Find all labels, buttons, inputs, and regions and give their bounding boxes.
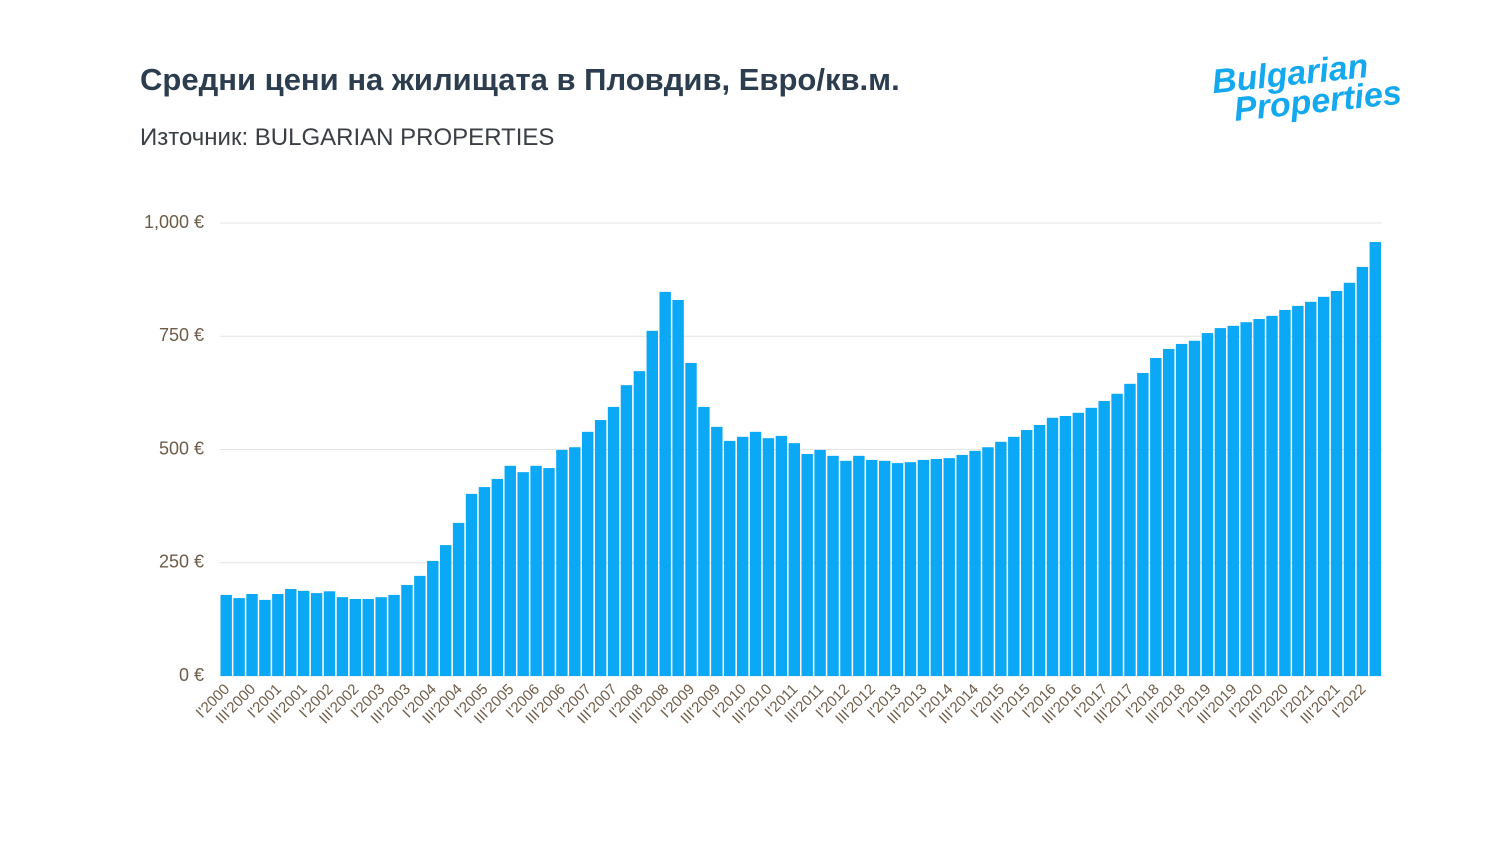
logo: Bulgarian Properties [1210, 47, 1403, 129]
bar [285, 589, 297, 676]
bar [891, 463, 904, 676]
bar [362, 598, 374, 676]
bar [517, 472, 529, 676]
bar [878, 460, 891, 676]
bar [543, 468, 555, 676]
bar [1098, 401, 1110, 676]
bar [582, 431, 594, 676]
bar [1046, 417, 1059, 676]
bar [1317, 296, 1330, 676]
bar [1279, 309, 1291, 676]
chart-title: Средни цени на жилищата в Пловдив, Евро/… [140, 62, 900, 97]
bar [1124, 383, 1136, 676]
bar [297, 590, 310, 676]
bar [969, 450, 981, 676]
bar [904, 462, 917, 676]
bar [685, 362, 697, 676]
y-tick-label: 0 € [179, 665, 204, 685]
chart-subtitle: Източник: BULGARIAN PROPERTIES [140, 124, 554, 151]
bar [672, 300, 684, 676]
bar [1305, 301, 1317, 676]
bar [930, 459, 943, 676]
bar [1072, 412, 1085, 676]
bar [724, 440, 736, 676]
bar [569, 447, 581, 676]
bar [956, 454, 968, 676]
bar [401, 584, 413, 676]
bar [620, 385, 633, 676]
bar [452, 522, 465, 676]
bar [1008, 436, 1020, 676]
bar [556, 449, 568, 676]
bar [1266, 315, 1278, 676]
bar [310, 593, 323, 676]
bar [840, 460, 852, 676]
bar [1020, 430, 1033, 676]
y-tick-label: 750 € [159, 325, 204, 345]
bar [814, 449, 826, 676]
bar [1356, 266, 1369, 676]
bar [1150, 357, 1162, 676]
bar [762, 438, 775, 676]
bar [736, 436, 749, 676]
bar [439, 545, 452, 676]
bar [220, 594, 232, 676]
bar [323, 591, 336, 676]
bar [594, 420, 607, 676]
bar [1175, 343, 1188, 676]
bar [995, 441, 1007, 676]
bar [1033, 425, 1046, 676]
bar [633, 371, 646, 676]
bar [375, 597, 387, 676]
bar [491, 478, 504, 676]
bar [1111, 393, 1123, 676]
bar [349, 598, 362, 676]
bar [1059, 415, 1072, 676]
bar [698, 406, 710, 676]
bar [478, 487, 491, 676]
bar [233, 598, 245, 676]
bar [1227, 325, 1239, 676]
bar [504, 465, 516, 676]
bar [827, 455, 839, 676]
bar [607, 406, 620, 676]
bar [853, 455, 865, 676]
bar [775, 435, 788, 676]
y-tick-label: 1,000 € [144, 212, 204, 232]
bar [1292, 305, 1304, 676]
bar [1201, 333, 1214, 676]
bar [659, 291, 671, 676]
bar [1214, 328, 1227, 676]
y-tick-label: 500 € [159, 438, 204, 458]
bar [982, 447, 994, 676]
bar [246, 594, 258, 676]
bar [1188, 340, 1201, 676]
bar [388, 594, 400, 676]
bar [336, 597, 349, 676]
bar [1253, 319, 1265, 676]
bar [530, 465, 542, 676]
bar [427, 560, 439, 676]
bar [646, 330, 658, 676]
bar [1369, 242, 1381, 676]
bar [272, 594, 284, 676]
bar [917, 459, 930, 676]
bar [259, 599, 271, 676]
bar [866, 459, 878, 676]
bar [1163, 348, 1175, 676]
bar [788, 443, 800, 676]
y-tick-label: 250 € [159, 552, 204, 572]
bar [1240, 322, 1252, 676]
bar [801, 454, 813, 676]
bar [1085, 407, 1097, 676]
bar [1343, 282, 1356, 676]
bar [1137, 372, 1149, 676]
bar [711, 426, 723, 676]
bar [414, 575, 426, 676]
bar [1330, 290, 1343, 676]
bar [749, 431, 762, 676]
bar [465, 493, 478, 676]
bar [943, 458, 955, 676]
